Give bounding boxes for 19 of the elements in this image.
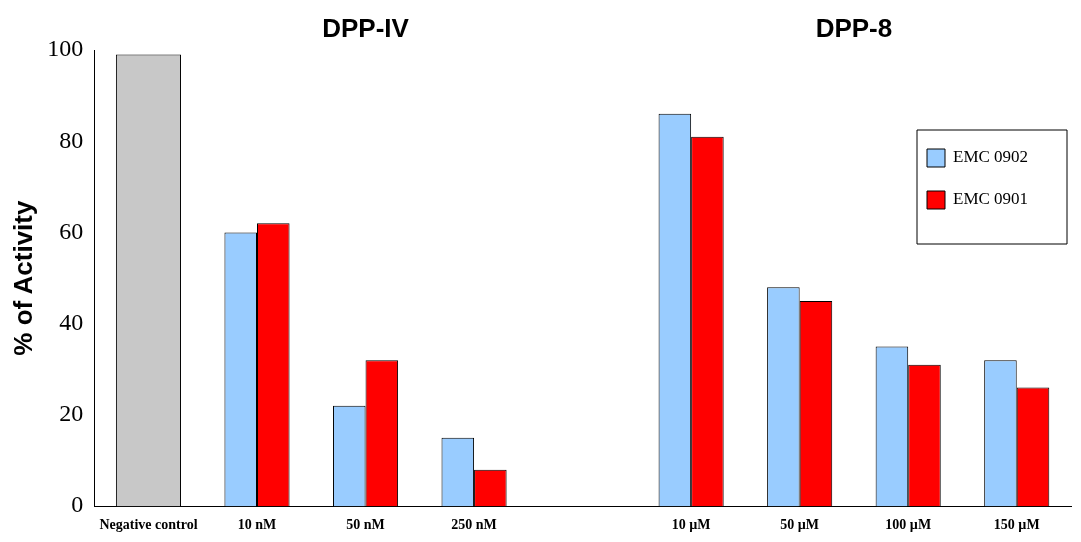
x-tick-label: 250 nM	[451, 517, 497, 533]
x-tick-label: 50 nM	[346, 517, 385, 533]
x-tick-label: 10 nM	[237, 517, 277, 533]
y-tick-label: 80	[59, 126, 84, 153]
x-tick-label: 50 µM	[780, 517, 820, 533]
legend-label: EMC 0901	[953, 189, 1029, 209]
y-tick-label: 0	[71, 491, 84, 518]
x-tick-label: 100 µM	[885, 517, 932, 533]
y-tick-label: 20	[59, 400, 84, 427]
text: DPP-8	[815, 13, 893, 44]
x-tick-label: Negative control	[99, 517, 198, 533]
y-tick-label: 40	[59, 309, 84, 336]
x-tick-label: 150 µM	[993, 517, 1040, 533]
x-tick-label: 10 µM	[671, 517, 711, 533]
legend-label: EMC 0902	[953, 147, 1029, 167]
y-axis-title: % of Activity	[7, 200, 38, 356]
y-tick-label: 100	[47, 35, 84, 62]
y-tick-label: 60	[59, 217, 84, 244]
text: DPP-IV	[322, 13, 410, 44]
